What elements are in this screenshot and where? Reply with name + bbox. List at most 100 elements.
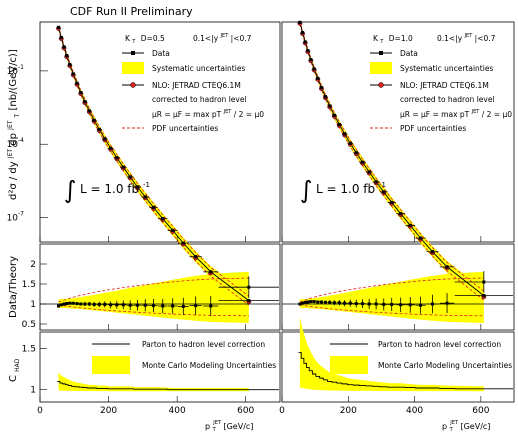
- right-mid-data-point: [354, 302, 358, 306]
- left-top-data-point: [161, 217, 165, 221]
- left-legend-scale-a: μR = μF = max pT: [152, 110, 222, 119]
- left-top-data-point: [128, 175, 132, 179]
- left-rap-sup: JET: [220, 33, 230, 39]
- right-mid-data-point: [319, 300, 323, 304]
- right-legend-mc-text: Monte Carlo Modeling Uncertainties: [378, 361, 512, 370]
- right-mid-data-point: [361, 302, 365, 306]
- top-y-tick-exp: -7: [18, 211, 24, 218]
- left-mid-pdf-upper: [58, 277, 249, 303]
- right-top-data-point: [332, 113, 336, 117]
- right-top-data-point: [482, 294, 486, 298]
- left-mid-data-point: [65, 302, 69, 306]
- right-top-pdf-upper: [299, 20, 485, 292]
- left-mid-data-point: [121, 303, 125, 307]
- left-mid-data-point: [181, 304, 185, 308]
- left-top-data-point: [59, 36, 63, 40]
- right-top-data-point: [298, 20, 302, 25]
- left-legend-data-text: Data: [152, 49, 170, 58]
- mid-right-frame: [281, 243, 515, 331]
- top-ylabel-sup: JET: [7, 149, 14, 160]
- right-top-data-point: [300, 31, 305, 35]
- right-mid-data-point: [390, 302, 394, 306]
- left-legend-scale-sup: JET: [223, 109, 233, 115]
- left-jet-alg: K T D=0.5: [125, 34, 165, 45]
- left-top-data-point: [135, 185, 139, 189]
- right-top-data-point: [374, 180, 378, 184]
- left-mid-data-point: [151, 304, 155, 308]
- right-legend-parton-text: Parton to hadron level correction: [378, 340, 501, 349]
- bot-y-tick-label: 1.5: [22, 344, 36, 354]
- right-rap-a: 0.1<|y: [437, 34, 463, 43]
- mid-y-tick-label: 1.5: [22, 280, 36, 290]
- xlabel-right-sup: JET: [449, 420, 459, 426]
- left-bot-mc-band: [58, 372, 249, 392]
- top-ylabel-main: d²σ / dy: [8, 161, 19, 200]
- left-bot-chad-curve: [57, 380, 279, 391]
- left-top-data-point: [103, 137, 107, 141]
- left-mid-data-point: [247, 285, 251, 289]
- left-top-data-point: [79, 90, 83, 95]
- left-legend-mc-text: Monte Carlo Modeling Uncertainties: [142, 361, 276, 370]
- left-mid-data-point: [71, 301, 75, 305]
- right-mid-data-point: [306, 300, 310, 304]
- left-mid-pdf-lower: [58, 304, 249, 317]
- right-mid-data-point: [419, 303, 423, 307]
- left-jet-d: D=0.5: [141, 34, 165, 43]
- right-legend-scale-end: / 2 = μ0: [482, 110, 513, 119]
- xlabel-right-sub: T: [449, 427, 454, 432]
- right-top-data-point: [430, 250, 435, 254]
- top-y-tick-label: 10-7: [7, 211, 25, 224]
- right-mid-data-point: [309, 300, 313, 304]
- xlabel-left-sub: T: [212, 427, 217, 432]
- right-top-legend: K T D=1.0 0.1<|y JET |<0.7 Data Systemat…: [300, 33, 512, 204]
- right-rap-end: |<0.7: [475, 34, 496, 43]
- bot-ylabel-main: C: [8, 375, 19, 382]
- x-axis-label-left: p T JET [GeV/c]: [205, 417, 253, 432]
- right-legend-nlo-text: NLO: JETRAD CTEQ6.1M: [400, 81, 489, 90]
- right-legend-scale-text: μR = μF = max pT JET / 2 = μ0: [400, 106, 512, 119]
- left-jet-k: K: [125, 34, 131, 43]
- right-mid-data-point: [445, 301, 449, 305]
- left-top-data-point: [75, 81, 79, 85]
- right-mid-data-point: [382, 302, 386, 306]
- bot-ylabel-sub: HAD: [14, 358, 21, 372]
- right-lumi-text: L = 1.0 fb -1: [316, 181, 386, 196]
- top-y-axis-label: d²σ / dy JET dp JET T [nb/(GeV/c)]: [4, 49, 22, 200]
- left-top-data-point: [71, 72, 75, 76]
- top-ylabel-sup2: JET: [7, 120, 14, 131]
- left-mid-data-point: [79, 302, 83, 306]
- right-mid-data-point: [343, 301, 347, 305]
- right-legend-corrected-text: corrected to hadron level: [400, 95, 495, 104]
- right-legend-scale-a: μR = μF = max pT: [400, 110, 470, 119]
- right-top-data-point: [343, 132, 347, 136]
- left-mid-data-point: [143, 303, 147, 307]
- left-mid-data-point: [62, 302, 66, 306]
- left-top-data-point: [65, 54, 69, 58]
- right-top-data-point: [399, 212, 403, 216]
- right-top-data-point: [382, 190, 386, 194]
- left-mid-data-point: [59, 303, 63, 307]
- right-mid-data-point: [367, 302, 371, 306]
- right-top-data-point: [309, 58, 313, 62]
- x-axis-label-right: p T JET [GeV/c]: [442, 417, 490, 432]
- left-mid-data-point: [209, 304, 213, 308]
- left-top-data-point: [143, 195, 147, 199]
- right-mid-data-point: [316, 300, 320, 304]
- left-mid-data-point: [194, 304, 198, 308]
- left-top-data-point: [121, 165, 125, 169]
- right-mid-pdf-lower: [299, 304, 484, 317]
- right-legend-pdf-text: PDF uncertainties: [400, 124, 466, 133]
- right-jet-k: K: [373, 34, 379, 43]
- right-top-data-point: [445, 265, 449, 269]
- right-top-data-point: [348, 141, 352, 145]
- mid-y-axis-label: Data/Theory: [8, 256, 19, 318]
- right-integral-sign: ∫: [300, 176, 313, 204]
- right-top-data-point: [312, 67, 316, 71]
- left-legend-syst-swatch: [122, 62, 144, 74]
- top-ylabel-sub2: T: [14, 113, 21, 118]
- left-jet-t: T: [131, 39, 136, 45]
- left-mid-data-point: [57, 304, 61, 308]
- right-x-tick-label: 200: [340, 406, 357, 416]
- mid-y-tick-label: 1: [30, 300, 36, 310]
- right-top-data-point: [306, 49, 310, 53]
